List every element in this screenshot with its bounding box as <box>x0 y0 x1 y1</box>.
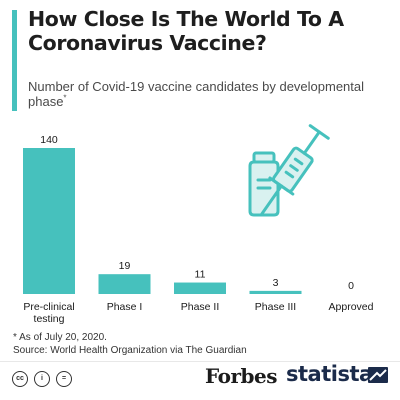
value-label: 19 <box>119 260 131 272</box>
value-label: 3 <box>273 277 279 289</box>
bar-pre-clinical-testing <box>23 148 75 294</box>
attribution-icon[interactable]: i <box>34 371 50 387</box>
footnote: * As of July 20, 2020. <box>13 332 107 343</box>
category-label: testing <box>34 313 65 325</box>
category-label: Phase II <box>181 301 220 313</box>
value-label: 11 <box>195 269 206 281</box>
subtitle-text: Number of Covid-19 vaccine candidates by… <box>28 79 365 109</box>
forbes-logo[interactable]: Forbes <box>205 364 277 388</box>
chart-subtitle: Number of Covid-19 vaccine candidates by… <box>28 79 388 109</box>
statista-logo[interactable]: statista <box>286 362 373 386</box>
value-label: 0 <box>348 280 354 292</box>
category-label: Phase III <box>255 301 296 313</box>
equals-icon[interactable]: = <box>56 371 72 387</box>
statista-mark-icon <box>368 367 388 383</box>
bar-phase-iii <box>249 290 302 294</box>
chart-notes: * As of July 20, 2020. Source: World Hea… <box>13 331 247 357</box>
chart-title: How Close Is The World To A Coronavirus … <box>28 7 344 55</box>
license-icons: cc i = <box>12 371 72 387</box>
title-accent-bar <box>12 10 17 111</box>
bar-phase-i <box>98 274 151 294</box>
footer-divider <box>0 361 400 362</box>
bar-phase-ii <box>174 282 226 294</box>
category-label: Approved <box>329 301 374 313</box>
cc-icon[interactable]: cc <box>12 371 28 387</box>
category-label: Phase I <box>107 301 143 313</box>
subtitle-footnote-marker: * <box>63 93 67 103</box>
category-label: Pre-clinical <box>23 301 74 313</box>
vaccine-vial-and-syringe-icon <box>248 124 330 217</box>
source-note: Source: World Health Organization via Th… <box>13 345 247 356</box>
value-label: 140 <box>40 134 58 146</box>
